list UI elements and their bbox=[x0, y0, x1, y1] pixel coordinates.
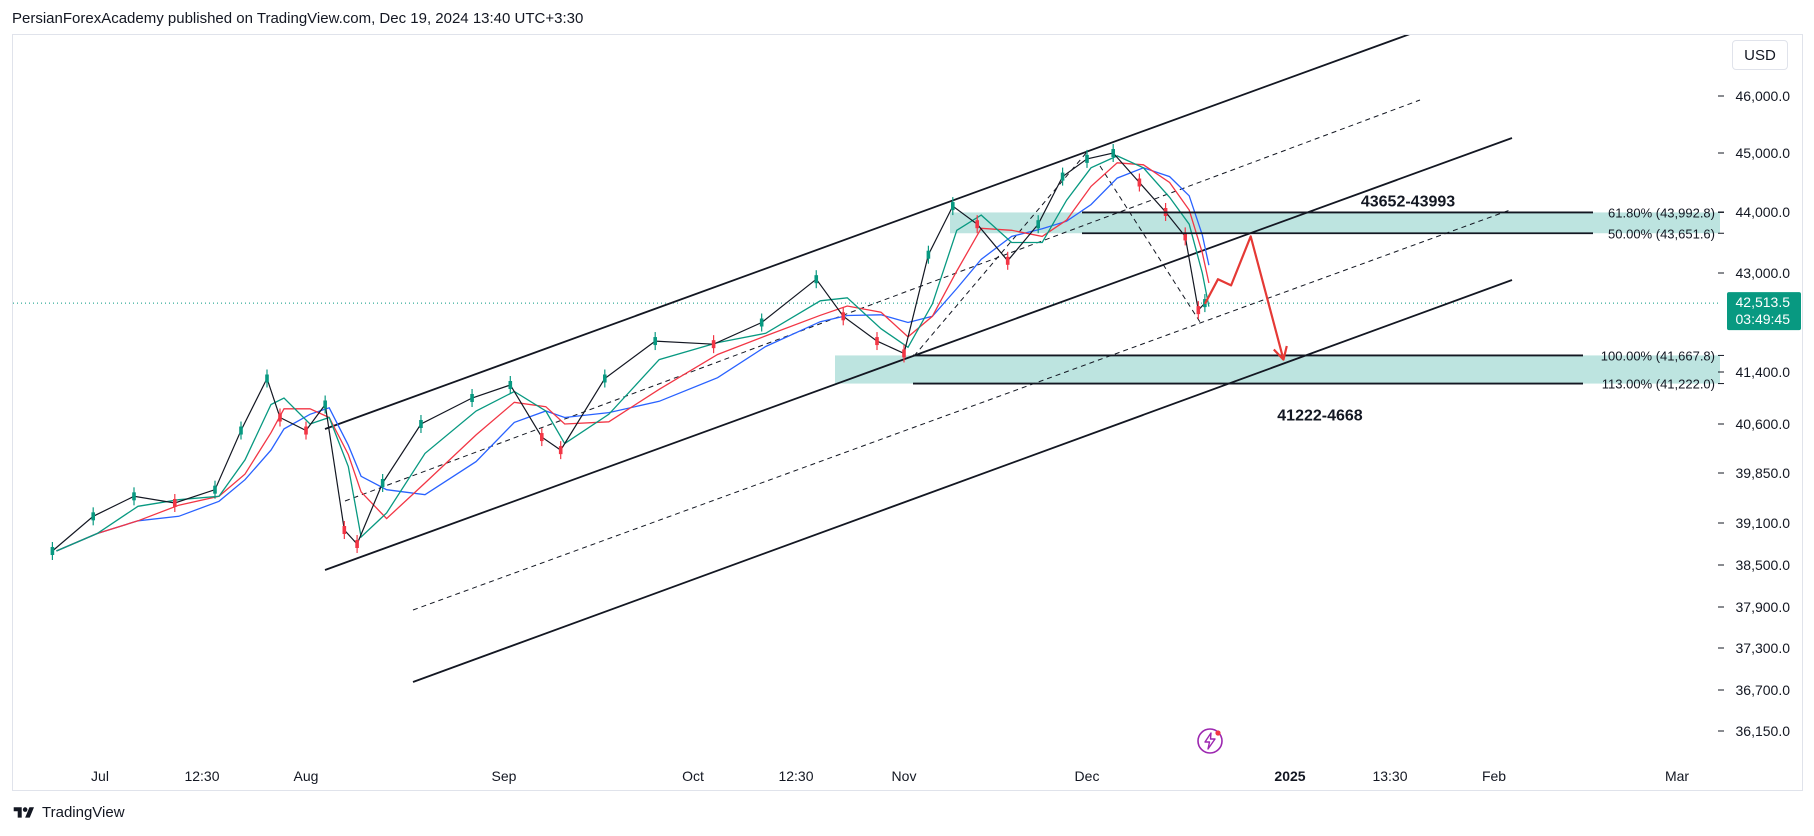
candle-body bbox=[419, 420, 423, 428]
candle-body bbox=[951, 202, 955, 211]
channel-midline-upper bbox=[344, 99, 1421, 502]
candle-body bbox=[540, 433, 544, 442]
candle-body bbox=[470, 394, 474, 402]
projection-arrow-head bbox=[1273, 345, 1288, 361]
last-price-countdown: 03:49:45 bbox=[1736, 311, 1791, 327]
last-price-label: 42,513.5 bbox=[1736, 294, 1791, 310]
x-tick-label: Oct bbox=[682, 768, 704, 784]
candle-body bbox=[50, 547, 55, 555]
candle-body bbox=[1060, 172, 1065, 181]
candle-body bbox=[265, 374, 269, 383]
candle-body bbox=[355, 540, 359, 548]
demand-zone bbox=[835, 355, 1720, 384]
candle-body bbox=[304, 426, 308, 435]
x-tick-label: Jul bbox=[91, 768, 109, 784]
candle-body bbox=[508, 381, 513, 389]
y-tick-label: 38,500.0 bbox=[1736, 557, 1791, 573]
candle-body bbox=[323, 400, 327, 409]
candle-body bbox=[173, 499, 177, 507]
x-tick-label: Feb bbox=[1482, 768, 1506, 784]
channel-middle-line bbox=[324, 137, 1513, 571]
candle-body bbox=[1183, 232, 1188, 241]
y-tick-label: 37,300.0 bbox=[1736, 640, 1791, 656]
candle-body bbox=[380, 479, 385, 487]
candle-body bbox=[1085, 154, 1089, 163]
candle-body bbox=[711, 340, 716, 349]
y-tick-label: 36,150.0 bbox=[1736, 723, 1791, 739]
lightning-circle-icon[interactable] bbox=[1196, 727, 1224, 755]
y-tick-label: 37,900.0 bbox=[1736, 599, 1791, 615]
candle-body bbox=[759, 318, 764, 327]
channel-lower-line bbox=[412, 279, 1513, 683]
y-tick-label: 41,400.0 bbox=[1736, 364, 1791, 380]
x-tick-label: 13:30 bbox=[1372, 768, 1407, 784]
y-tick-label: 44,000.0 bbox=[1736, 204, 1791, 220]
publisher-header: PersianForexAcademy published on Trading… bbox=[12, 10, 584, 27]
candle-body bbox=[91, 512, 95, 521]
x-tick-label: 2025 bbox=[1274, 768, 1305, 784]
x-tick-label: Aug bbox=[294, 768, 319, 784]
last-price-badge bbox=[1727, 292, 1801, 331]
candle-body bbox=[1196, 306, 1201, 315]
x-tick-label: Sep bbox=[492, 768, 517, 784]
fib-level-label: 61.80% (43,992.8) bbox=[1608, 205, 1715, 220]
supply-zone bbox=[950, 212, 1720, 234]
tradingview-logo-icon bbox=[13, 806, 34, 818]
candle-body bbox=[1005, 256, 1010, 265]
candle-body bbox=[239, 426, 243, 435]
candle-body bbox=[1036, 220, 1040, 229]
demand-zone-annotation: 41222-4668 bbox=[1277, 408, 1363, 425]
channel-midline-lower bbox=[412, 209, 1511, 611]
candle-body bbox=[342, 526, 347, 534]
y-tick-label: 36,700.0 bbox=[1736, 682, 1791, 698]
candle-body bbox=[814, 275, 819, 284]
x-tick-label: Nov bbox=[892, 768, 917, 784]
y-tick-label: 45,000.0 bbox=[1736, 145, 1791, 161]
y-tick-label: 40,600.0 bbox=[1736, 416, 1791, 432]
fib-level-label: 50.00% (43,651.6) bbox=[1608, 226, 1715, 241]
candle-body bbox=[1111, 149, 1115, 157]
currency-selector-button[interactable]: USD bbox=[1732, 40, 1788, 70]
candle-body bbox=[213, 485, 217, 494]
x-tick-label: Mar bbox=[1665, 768, 1689, 784]
ma-mid-line bbox=[56, 162, 1210, 552]
y-tick-label: 43,000.0 bbox=[1736, 265, 1791, 281]
y-tick-label: 46,000.0 bbox=[1736, 88, 1791, 104]
x-tick-label: 12:30 bbox=[778, 768, 813, 784]
fib-level-label: 100.00% (41,667.8) bbox=[1601, 348, 1715, 363]
candle-body bbox=[841, 312, 846, 321]
candle-body bbox=[902, 349, 906, 358]
footer-brand: TradingView bbox=[12, 804, 125, 821]
footer-brand-label: TradingView bbox=[42, 804, 125, 821]
fib-connector-2 bbox=[1099, 165, 1201, 323]
candle-body bbox=[132, 492, 136, 501]
channel-upper-line bbox=[324, 35, 1410, 430]
chart-frame[interactable] bbox=[12, 34, 1803, 791]
candle-body bbox=[278, 413, 282, 422]
supply-zone-annotation: 43652-43993 bbox=[1361, 193, 1455, 210]
candle-body bbox=[875, 337, 879, 346]
candle-body bbox=[975, 220, 979, 229]
fib-level-label: 113.00% (41,222.0) bbox=[1602, 377, 1715, 392]
y-tick-label: 39,100.0 bbox=[1736, 515, 1791, 531]
candle-body bbox=[603, 374, 607, 383]
ma-slow-line bbox=[56, 167, 1210, 552]
candle-body bbox=[653, 337, 657, 346]
candle-body bbox=[558, 446, 563, 455]
plot-area bbox=[13, 35, 1720, 683]
x-tick-label: 12:30 bbox=[184, 768, 219, 784]
y-tick-label: 39,850.0 bbox=[1736, 465, 1791, 481]
projection-arrow-path bbox=[1203, 235, 1285, 360]
candle-body bbox=[1137, 178, 1142, 187]
x-tick-label: Dec bbox=[1075, 768, 1100, 784]
candle-body bbox=[926, 250, 931, 259]
